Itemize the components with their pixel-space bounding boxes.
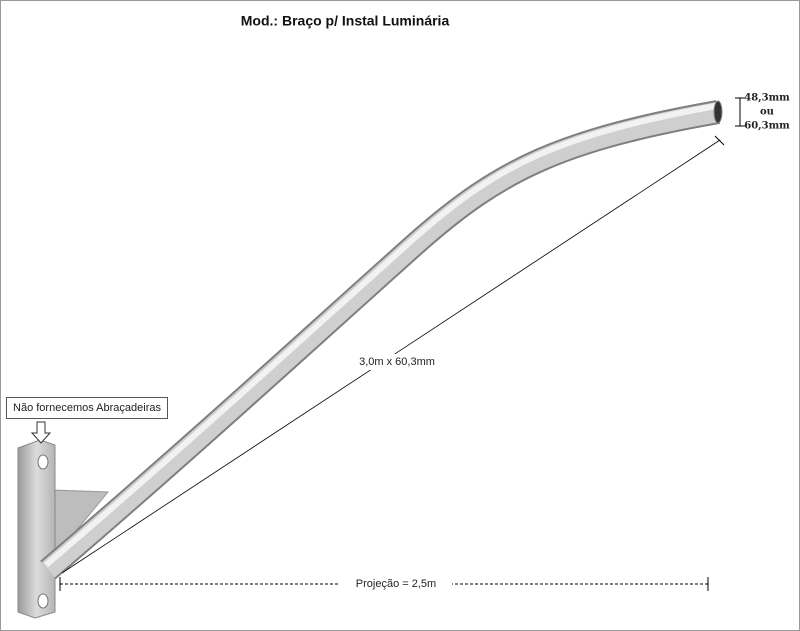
hole (37, 593, 49, 609)
title: Mod.: Braço p/ Instal Luminária (241, 13, 450, 29)
pipe-end (713, 100, 723, 124)
length-label: 3,0m x 60,3mm (359, 356, 435, 368)
diameter-label: 48,3mm (744, 93, 790, 104)
note-arrow (30, 421, 52, 444)
plate (17, 439, 56, 619)
pipe-highlight (44, 103, 717, 568)
label-bg (352, 354, 442, 370)
length-tick (714, 135, 725, 146)
note: Não fornecemos Abraçadeiras (13, 402, 161, 414)
diameter-label: ou (760, 107, 774, 118)
hole (37, 454, 49, 470)
label-bg (340, 576, 452, 592)
pipe (41, 102, 720, 578)
projection-label: Projeção = 2,5m (356, 578, 436, 590)
diameter-label: 60,3mm (744, 121, 790, 132)
note-box (6, 397, 168, 419)
